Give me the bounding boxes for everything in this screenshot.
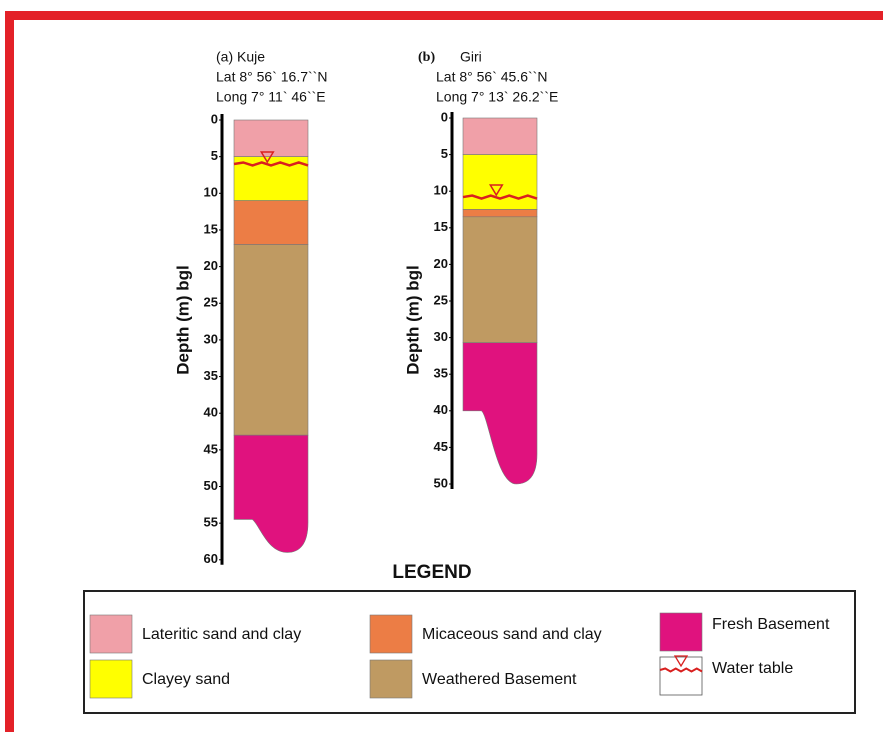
layer [463, 118, 537, 155]
legend-swatch [90, 660, 132, 698]
tick-label: 35 [434, 366, 448, 381]
tick-label: 0 [211, 111, 218, 126]
layer [234, 201, 308, 245]
tick-label: 30 [434, 329, 448, 344]
tick-label: 50 [204, 478, 218, 493]
tick-label: 35 [204, 368, 218, 383]
tick-label: 20 [434, 256, 448, 271]
legend-label: Fresh Basement [712, 616, 830, 633]
column-tag: (b) [418, 50, 435, 65]
legend-label: Micaceous sand and clay [422, 626, 602, 643]
layer [463, 217, 537, 343]
red-border-top [5, 11, 883, 20]
layer [234, 245, 308, 436]
longitude: Long 7° 13` 26.2``E [436, 89, 558, 105]
layer [234, 120, 308, 157]
legend-swatch [90, 615, 132, 653]
legend-label: Clayey sand [142, 671, 230, 688]
tick-label: 15 [434, 219, 448, 234]
legend-swatch [660, 613, 702, 651]
longitude: Long 7° 11` 46``E [216, 89, 326, 105]
legend-label: Lateritic sand and clay [142, 626, 301, 643]
axis-label: Depth (m) bgl [403, 265, 422, 375]
latitude: Lat 8° 56` 45.6``N [436, 69, 547, 85]
tick-label: 10 [434, 183, 448, 198]
tick-label: 55 [204, 515, 218, 530]
tick-label: 50 [434, 475, 448, 490]
layer [463, 155, 537, 210]
legend-swatch [370, 660, 412, 698]
column-title: (a) Kuje [216, 49, 265, 65]
red-border-left [5, 11, 14, 732]
latitude: Lat 8° 56` 16.7``N [216, 69, 327, 85]
tick-label: 40 [204, 405, 218, 420]
legend-swatch [370, 615, 412, 653]
tick-label: 40 [434, 402, 448, 417]
layer [463, 210, 537, 217]
page: LEGEND (a) Kuje Lat 8° 56` 16.7``N Long 7°… [0, 0, 883, 732]
tick-label: 25 [204, 295, 218, 310]
tick-label: 30 [204, 331, 218, 346]
legend-label: Weathered Basement [422, 671, 577, 688]
tick-label: 25 [434, 292, 448, 307]
tick-label: 60 [204, 551, 218, 566]
legend-title: LEGEND [392, 562, 471, 583]
tick-label: 20 [204, 258, 218, 273]
tick-label: 45 [434, 439, 448, 454]
tick-label: 0 [441, 109, 448, 124]
tick-label: 10 [204, 185, 218, 200]
tick-label: 5 [211, 148, 218, 163]
tick-label: 45 [204, 441, 218, 456]
column-title: Giri [460, 49, 482, 65]
tick-label: 15 [204, 221, 218, 236]
axis-label: Depth (m) bgl [173, 265, 192, 375]
legend-swatch [660, 657, 702, 695]
tick-label: 5 [441, 146, 448, 161]
legend-label: Water table [712, 660, 793, 677]
